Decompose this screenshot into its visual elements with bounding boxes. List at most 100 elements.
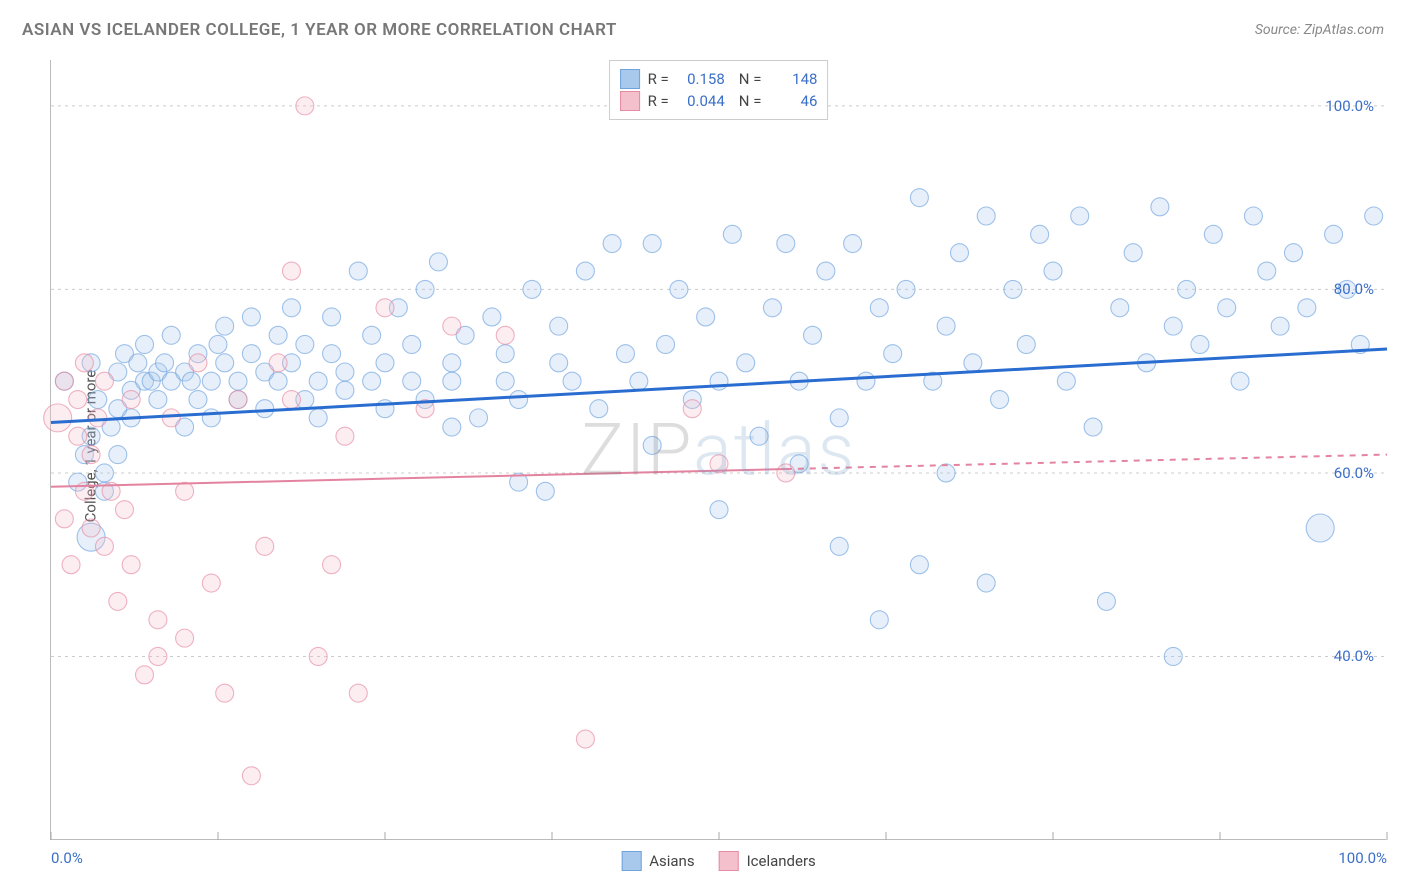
scatter-point [1164, 647, 1182, 665]
scatter-point [443, 372, 461, 390]
scatter-point [216, 317, 234, 335]
legend-stats-row: R =0.044N =46 [620, 91, 818, 111]
plot-area: ZIPatlas R =0.158N =148R =0.044N =46 Asi… [50, 60, 1386, 840]
scatter-point [1017, 335, 1035, 353]
scatter-point [443, 354, 461, 372]
scatter-point [95, 464, 113, 482]
scatter-point [897, 280, 915, 298]
scatter-point [82, 519, 100, 537]
scatter-point [777, 464, 795, 482]
scatter-point [256, 537, 274, 555]
scatter-point [1057, 372, 1075, 390]
scatter-point [643, 436, 661, 454]
legend-n-value: 148 [769, 70, 817, 88]
scatter-point [470, 409, 488, 427]
scatter-point [1151, 198, 1169, 216]
scatter-point [937, 317, 955, 335]
scatter-point [282, 262, 300, 280]
trend-line-dashed [786, 455, 1387, 469]
scatter-point [1191, 335, 1209, 353]
scatter-point [282, 391, 300, 409]
scatter-point [603, 235, 621, 253]
scatter-point [176, 482, 194, 500]
scatter-point [1231, 372, 1249, 390]
scatter-point [363, 326, 381, 344]
scatter-point [910, 189, 928, 207]
scatter-point [910, 556, 928, 574]
scatter-point [349, 684, 367, 702]
legend-series-label: Asians [649, 852, 694, 870]
scatter-point [162, 326, 180, 344]
scatter-point [242, 345, 260, 363]
scatter-point [109, 446, 127, 464]
legend-n-label: N = [739, 70, 762, 88]
scatter-point [282, 299, 300, 317]
trend-line [51, 469, 786, 487]
scatter-point [496, 372, 514, 390]
legend-series-label: Icelanders [747, 852, 816, 870]
scatter-point [616, 345, 634, 363]
chart-container: ASIAN VS ICELANDER COLLEGE, 1 YEAR OR MO… [0, 0, 1406, 892]
scatter-point [710, 501, 728, 519]
scatter-point [950, 244, 968, 262]
scatter-point [443, 418, 461, 436]
scatter-point [182, 372, 200, 390]
scatter-point [202, 409, 220, 427]
legend-r-label: R = [648, 92, 669, 110]
scatter-point [777, 235, 795, 253]
scatter-point [403, 372, 421, 390]
chart-title: ASIAN VS ICELANDER COLLEGE, 1 YEAR OR MO… [22, 20, 617, 40]
scatter-point [242, 308, 260, 326]
scatter-point [309, 372, 327, 390]
y-tick-label: 80.0% [1334, 280, 1374, 298]
scatter-point [817, 262, 835, 280]
scatter-point [269, 354, 287, 372]
scatter-point [630, 372, 648, 390]
scatter-point [149, 611, 167, 629]
scatter-point [44, 404, 72, 432]
scatter-point [189, 354, 207, 372]
legend-stats: R =0.158N =148R =0.044N =46 [609, 60, 829, 120]
scatter-point [69, 427, 87, 445]
scatter-point [376, 299, 394, 317]
scatter-point [296, 335, 314, 353]
scatter-point [269, 372, 287, 390]
scatter-point [536, 482, 554, 500]
scatter-point [149, 391, 167, 409]
scatter-point [510, 391, 528, 409]
scatter-point [576, 262, 594, 280]
scatter-point [89, 409, 107, 427]
scatter-point [269, 326, 287, 344]
scatter-point [670, 280, 688, 298]
scatter-point [443, 317, 461, 335]
scatter-point [590, 400, 608, 418]
scatter-point [1298, 299, 1316, 317]
legend-r-value: 0.044 [677, 92, 725, 110]
scatter-point [109, 592, 127, 610]
scatter-point [115, 501, 133, 519]
scatter-point [496, 345, 514, 363]
scatter-point [349, 262, 367, 280]
y-tick-label: 60.0% [1334, 464, 1374, 482]
scatter-point [723, 225, 741, 243]
legend-swatch [620, 69, 640, 89]
scatter-point [1071, 207, 1089, 225]
scatter-point [1325, 225, 1343, 243]
x-tick-label: 0.0% [51, 849, 83, 867]
scatter-point [55, 510, 73, 528]
legend-n-value: 46 [769, 92, 817, 110]
scatter-point [189, 391, 207, 409]
scatter-point [229, 372, 247, 390]
scatter-point [550, 354, 568, 372]
scatter-point [563, 372, 581, 390]
scatter-point [496, 326, 514, 344]
legend-swatch [621, 851, 641, 871]
legend-r-value: 0.158 [677, 70, 725, 88]
scatter-point [804, 326, 822, 344]
scatter-point [216, 354, 234, 372]
scatter-point [763, 299, 781, 317]
scatter-point [136, 666, 154, 684]
scatter-point [89, 391, 107, 409]
scatter-point [256, 400, 274, 418]
scatter-point [156, 354, 174, 372]
